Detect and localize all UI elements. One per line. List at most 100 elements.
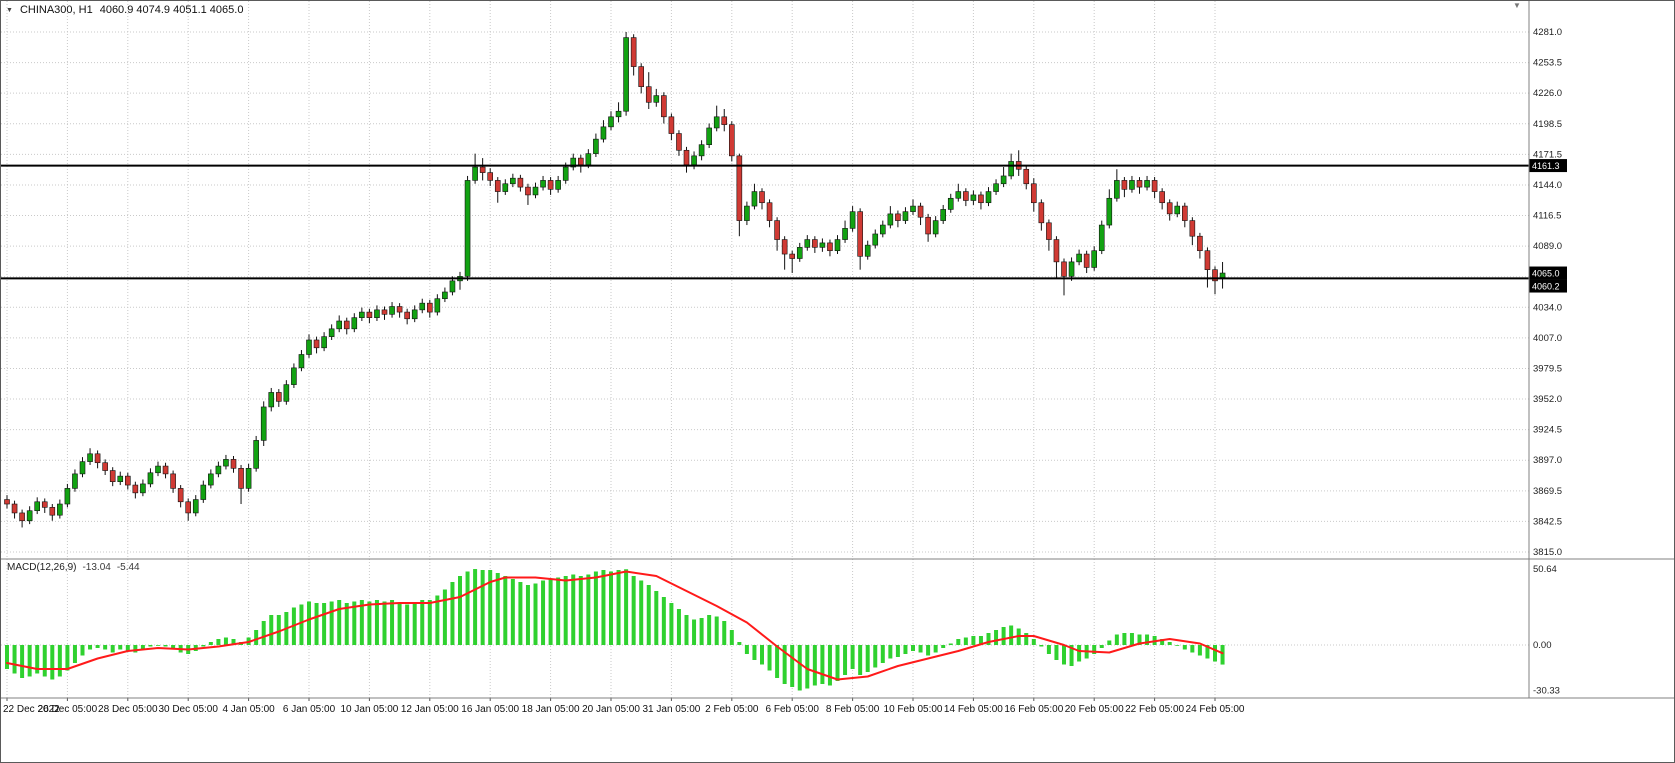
macd-histogram-bar	[299, 604, 304, 645]
candle-up	[1076, 253, 1082, 263]
macd-histogram-bar	[27, 645, 32, 677]
macd-histogram-bar	[208, 642, 213, 645]
candle-up	[864, 244, 871, 257]
candle-up	[328, 328, 335, 337]
macd-histogram-bar	[1024, 633, 1029, 645]
price-tags: 4161.3 4065.0 4060.2	[1529, 159, 1567, 293]
macd-histogram-bar	[50, 645, 55, 680]
macd-histogram-bar	[488, 570, 493, 645]
macd-axis-label: 50.64	[1533, 564, 1557, 575]
macd-histogram-bar	[405, 604, 410, 645]
macd-histogram-bar	[873, 645, 878, 668]
macd-histogram-bar	[525, 585, 530, 645]
candle-down	[177, 488, 184, 503]
macd-histogram-bar	[473, 569, 478, 645]
time-axis-label: 14 Feb 05:00	[944, 704, 1003, 715]
time-axis-label: 31 Jan 05:00	[642, 704, 700, 715]
price-tag-label: 4161.3	[1532, 161, 1560, 171]
macd-histogram-bar	[1220, 645, 1225, 665]
candle-down	[1197, 235, 1203, 252]
candle-down	[1159, 191, 1165, 204]
macd-histogram-bar	[971, 636, 976, 645]
macd-histogram-bar	[110, 645, 115, 653]
candle-up	[872, 233, 879, 246]
macd-histogram-bar	[337, 600, 342, 645]
macd-histogram-bar	[382, 601, 387, 645]
macd-histogram-bar	[692, 619, 697, 645]
macd-histogram-bar	[782, 645, 787, 684]
candle-down	[1212, 269, 1218, 282]
macd-histogram-bar	[926, 645, 931, 656]
symbol-dropdown-icon[interactable]: ▼	[6, 6, 13, 14]
candle-down	[728, 124, 735, 157]
price-axis-label: 3842.5	[1533, 516, 1562, 527]
candle-up	[268, 392, 275, 408]
macd-histogram-bar	[1001, 627, 1006, 645]
candle-up	[713, 116, 720, 129]
price-axis-label: 3897.0	[1533, 455, 1562, 466]
candle-up	[208, 473, 214, 486]
macd-histogram-bar	[344, 603, 349, 645]
time-axis-label: 8 Feb 05:00	[826, 704, 880, 715]
macd-histogram-bar	[1145, 634, 1150, 645]
macd-histogram-bar	[1213, 645, 1217, 662]
horizontal-lines[interactable]	[1, 164, 1529, 280]
macd-histogram-bar	[994, 630, 999, 645]
macd-histogram-bar	[631, 576, 636, 645]
candle-down	[132, 484, 139, 494]
macd-histogram-bar	[820, 645, 825, 684]
macd-histogram-bar	[503, 576, 508, 645]
macd-histogram-bar	[1167, 642, 1172, 645]
candle-up	[1008, 161, 1014, 177]
macd-histogram-bar	[307, 601, 311, 645]
candle-down	[479, 166, 486, 173]
candle-up	[849, 211, 856, 229]
macd-histogram-bar	[624, 569, 629, 645]
macd-histogram-bar	[140, 645, 145, 650]
candle-down	[41, 501, 48, 508]
candle-down	[1204, 250, 1211, 270]
candle-up	[1000, 175, 1007, 185]
candle-up	[532, 186, 539, 196]
candle-down	[789, 253, 796, 259]
panel-separators	[1, 1, 1674, 699]
macd-histogram-bar	[888, 645, 893, 659]
macd-histogram-bar	[458, 576, 462, 645]
candle-up	[442, 291, 448, 299]
time-axis-label: 22 Feb 05:00	[1125, 704, 1184, 715]
macd-histogram-bar	[412, 603, 417, 645]
macd-histogram-bar	[556, 577, 561, 645]
macd-histogram-bar	[714, 616, 719, 645]
candle-down	[125, 475, 131, 486]
macd-histogram-bar	[903, 645, 908, 654]
macd-histogram-bar	[578, 576, 583, 645]
candle-up	[834, 239, 841, 252]
time-axis-label: 2 Feb 05:00	[705, 704, 759, 715]
macd-histogram-bar	[125, 645, 130, 651]
macd-histogram-bar	[941, 645, 946, 648]
macd-histogram-bar	[374, 600, 379, 645]
price-axis[interactable]: 4281.0 4253.5 4226.0 4198.5 4171.5 4144.0 4116…	[1533, 27, 1562, 558]
candle-up	[419, 302, 426, 311]
candle-up	[200, 484, 207, 500]
candle-down	[683, 149, 690, 166]
macd-histogram-bar	[1160, 639, 1165, 645]
candle-up	[215, 465, 222, 475]
candle-down	[185, 501, 191, 514]
price-axis-label: 3815.0	[1533, 547, 1562, 558]
macd-histogram-bar	[1197, 645, 1202, 656]
candle-down	[162, 465, 169, 475]
candle-up	[1091, 250, 1097, 268]
candle-up	[1106, 197, 1113, 226]
macd-histogram-bar	[812, 645, 817, 686]
candle-down	[1182, 205, 1188, 221]
candle-up	[600, 126, 607, 140]
macd-histogram-bar	[850, 645, 855, 669]
candle-down	[547, 180, 554, 190]
candle-up	[321, 336, 327, 349]
time-axis-label: 26 Dec 05:00	[38, 704, 98, 715]
candlestick-series	[4, 32, 1226, 528]
